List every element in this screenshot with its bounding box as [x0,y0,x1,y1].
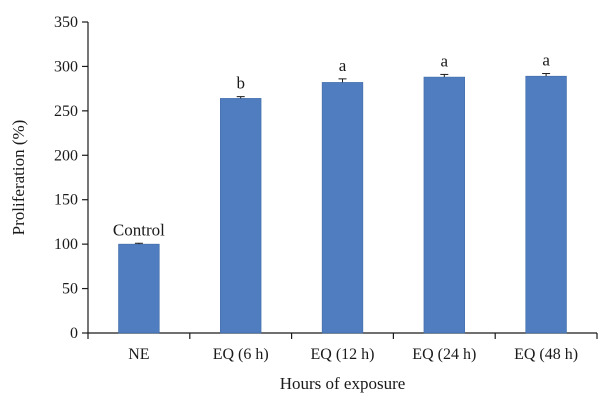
x-tick-label: EQ (24 h) [412,346,476,363]
y-tick-label: 100 [54,236,78,253]
y-tick-label: 150 [54,192,78,209]
bar [118,243,160,334]
y-tick-label: 350 [54,14,78,31]
y-tick-label: 0 [70,325,78,342]
x-tick-label: NE [128,346,149,363]
bars [118,75,567,334]
error-bars [134,73,551,245]
y-tick-label: 300 [54,58,78,75]
y-axis-title: Proliferation (%) [9,120,28,236]
bar-annotation: Control [113,220,165,239]
x-tick-label: EQ (6 h) [213,346,269,363]
x-axis-title: Hours of exposure [280,374,406,393]
bar [220,98,262,334]
y-axis: 0 50 100 150 200 250 300 350 [54,14,89,342]
x-tick-label: EQ (12 h) [311,346,375,363]
bar [321,82,364,334]
y-tick-label: 50 [62,281,78,298]
x-tick-label: EQ (48 h) [514,346,578,363]
bar-annotations: Control b a a a [113,51,550,240]
bar [525,75,567,334]
bar-annotation: b [236,74,245,93]
bar-annotation: a [542,51,550,70]
bar [423,76,465,334]
x-axis: NE EQ (6 h) EQ (12 h) EQ (24 h) EQ (48 h) [87,332,598,363]
y-tick-label: 250 [54,103,78,120]
bar-annotation: a [339,56,347,75]
bar-annotation: a [441,51,449,70]
y-tick-label: 200 [54,147,78,164]
